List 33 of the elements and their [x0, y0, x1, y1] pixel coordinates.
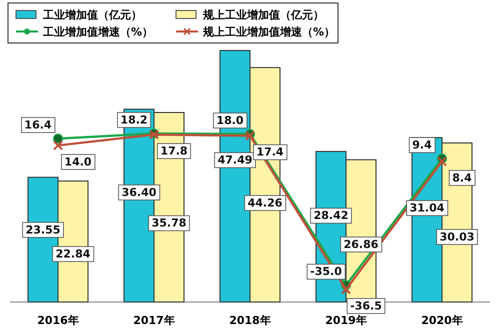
data-label: 23.55: [26, 223, 60, 236]
point: [53, 140, 63, 150]
data-label: 17.4: [256, 146, 284, 159]
data-label: 8.4: [452, 171, 472, 184]
legend-label: 工业增加值增速（%）: [42, 26, 154, 38]
data-label: 31.04: [410, 202, 445, 215]
data-label: 9.4: [412, 138, 432, 152]
x-tick-label: 2019年: [325, 314, 367, 327]
data-label: 36.40: [122, 186, 157, 199]
data-label: 16.4: [24, 118, 52, 132]
data-label: 35.78: [152, 216, 186, 230]
x-tick-label: 2018年: [229, 314, 271, 327]
point: [437, 156, 447, 166]
data-label: -35.0: [310, 265, 342, 278]
point: [341, 284, 351, 295]
data-label: 44.26: [248, 196, 283, 210]
data-label: 22.84: [56, 248, 91, 261]
point: [53, 134, 63, 144]
data-label: 28.42: [314, 209, 348, 222]
x-tick-label: 2016年: [37, 314, 79, 327]
data-label: 26.86: [344, 238, 379, 251]
data-label: 47.49: [218, 154, 252, 167]
data-label: 30.03: [440, 230, 474, 244]
data-label: -36.5: [350, 300, 382, 313]
data-label: 14.0: [64, 155, 92, 168]
data-label: 17.8: [160, 144, 188, 158]
data-label: 18.2: [120, 113, 148, 126]
legend-label: 规上工业增加值增速（%）: [202, 26, 336, 38]
legend-label: 工业增加值（亿元）: [42, 8, 142, 22]
x-tick-label: 2017年: [133, 314, 175, 327]
data-label: 18.0: [216, 114, 244, 128]
x-tick-label: 2020年: [421, 314, 463, 327]
legend-label: 规上工业增加值（亿元）: [202, 8, 324, 22]
